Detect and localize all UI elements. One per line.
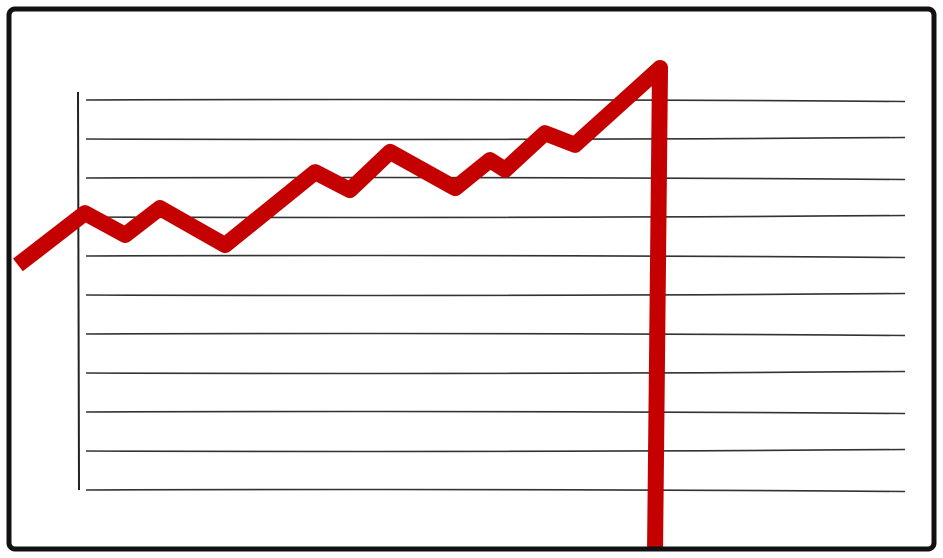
grid-line (85, 136, 906, 141)
grid-line (85, 332, 906, 337)
grid-line (85, 176, 906, 181)
grid-line (85, 488, 906, 493)
y-axis (77, 91, 80, 491)
grid-line (85, 370, 906, 375)
plot-area (13, 60, 906, 548)
line-series (13, 60, 669, 548)
frame (6, 6, 937, 552)
grid-line (85, 292, 906, 297)
grid-line (85, 98, 906, 103)
grid-line (85, 410, 906, 415)
grid-line (85, 254, 906, 259)
grid-line (85, 448, 906, 453)
grid-line (85, 214, 906, 219)
